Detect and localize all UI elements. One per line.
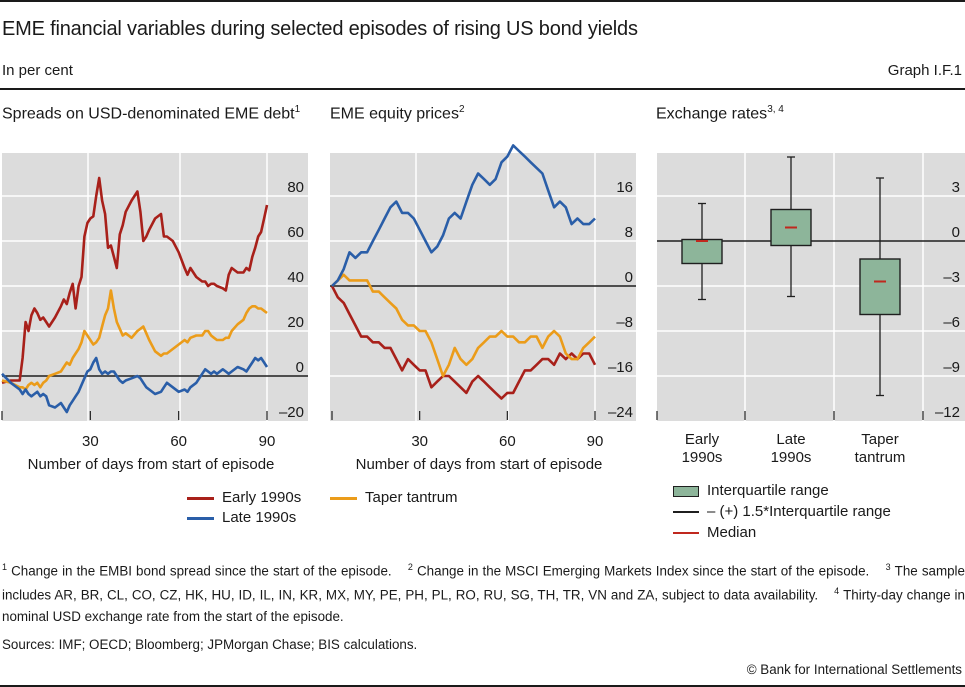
footnote-ref: 1 (2, 562, 8, 572)
category-label: Early (685, 431, 720, 448)
panel-title-text: EME equity prices (330, 105, 459, 123)
x-tick-label: 30 (411, 433, 428, 450)
box-late-1990s (770, 156, 812, 298)
panel-title-text: Spreads on USD-denominated EME debt (2, 105, 295, 123)
legend-label: Taper tantrum (365, 489, 458, 506)
footnote-ref: 3, 4 (767, 104, 784, 115)
category-label: 1990s (682, 449, 723, 466)
footnote-ref: 2 (407, 562, 413, 572)
legend-swatch-box (673, 485, 699, 497)
plot-background (657, 153, 965, 421)
x-tick-label: 30 (82, 433, 99, 450)
interquartile-box (859, 258, 901, 316)
y-tick-label: –3 (943, 269, 960, 286)
y-tick-label: 80 (287, 179, 304, 196)
sources: Sources: IMF; OECD; Bloomberg; JPMorgan … (2, 637, 418, 652)
x-tick-label: 90 (259, 433, 276, 450)
legend-label: Median (707, 524, 757, 541)
x-axis-label: Number of days from start of episode (356, 456, 603, 473)
category-label: tantrum (855, 449, 906, 466)
footnote-ref: 4 (834, 586, 840, 597)
y-tick-label: –8 (616, 314, 633, 331)
footnotes: 1 Change in the EMBI bond spread since t… (2, 557, 965, 627)
y-tick-label: –24 (608, 404, 633, 421)
copyright: © Bank for International Settlements (746, 662, 962, 677)
box-early-1990s (681, 202, 723, 301)
legend-item-early-1990s: Early 1990s (187, 488, 301, 508)
legend-item-taper-tantrum: Taper tantrum (330, 488, 458, 508)
legend-swatch-line (673, 511, 699, 513)
y-tick-label: 8 (625, 224, 633, 241)
footnote-text: Thirty-day change in nominal USD exchang… (2, 587, 965, 624)
footnote-ref: 2 (458, 104, 465, 115)
panel-title-spreads: Spreads on USD-denominated EME debt1 (2, 100, 302, 124)
legend-item-whisker: – (+) 1.5*Interquartile range (673, 502, 891, 522)
y-tick-label: 40 (287, 269, 304, 286)
footnote-ref: 3 (885, 562, 891, 572)
box-taper-tantrum (859, 177, 901, 397)
top-rule (0, 0, 965, 2)
series-line-early-1990s (330, 285, 597, 400)
chart-title: EME financial variables during selected … (2, 18, 638, 40)
legend-label: Late 1990s (222, 509, 297, 526)
category-label: Late (776, 431, 805, 448)
x-tick-label: 60 (170, 433, 187, 450)
x-axis-label: Number of days from start of episode (28, 456, 275, 473)
legend-label: – (+) 1.5*Interquartile range (707, 503, 891, 520)
y-tick-label: 3 (952, 179, 960, 196)
legend-swatch (187, 496, 214, 500)
plot-background (2, 153, 308, 421)
footnote-text: The sample includes AR, BR, CL, CO, CZ, … (2, 563, 965, 603)
panel-title-exchange: Exchange rates3, 4 (656, 100, 956, 124)
panel-title-equity: EME equity prices2 (330, 100, 630, 124)
series-line-late-1990s (331, 144, 596, 287)
legend-item-median: Median (673, 523, 756, 543)
category-label: 1990s (771, 449, 812, 466)
series-line-taper-tantrum (331, 273, 596, 378)
y-tick-label: 0 (625, 269, 633, 286)
y-tick-label: 16 (616, 179, 633, 196)
interquartile-box (681, 238, 723, 265)
units-label: In per cent (2, 62, 73, 79)
y-tick-label: 60 (287, 224, 304, 241)
legend-swatch-median (673, 532, 699, 535)
footnote-ref: 1 (294, 104, 301, 115)
y-tick-label: –6 (943, 314, 960, 331)
y-tick-label: –12 (935, 404, 960, 421)
legend-item-iqr: Interquartile range (673, 481, 829, 501)
x-tick-label: 90 (587, 433, 604, 450)
legend-swatch (187, 516, 214, 520)
legend-item-late-1990s: Late 1990s (187, 508, 296, 528)
y-tick-label: 0 (296, 359, 304, 376)
series-line-early-1990s (1, 176, 269, 385)
bottom-rule (0, 685, 965, 687)
legend-label: Early 1990s (222, 489, 302, 506)
y-tick-label: –20 (279, 404, 304, 421)
series-line-late-1990s (1, 356, 269, 414)
header-rule (0, 88, 965, 90)
series-line-taper-tantrum (1, 289, 268, 391)
y-tick-label: –9 (943, 359, 960, 376)
legend-label: Interquartile range (707, 482, 829, 499)
category-label: Taper (861, 431, 899, 448)
footnote-text: Change in the EMBI bond spread since the… (11, 563, 392, 579)
panel-title-text: Exchange rates (656, 105, 768, 123)
y-tick-label: –16 (608, 359, 633, 376)
legend-swatch (330, 496, 357, 500)
graph-number: Graph I.F.1 (887, 62, 962, 79)
y-tick-label: 20 (287, 314, 304, 331)
footnote-text: Change in the MSCI Emerging Markets Inde… (417, 563, 870, 579)
y-tick-label: 0 (952, 224, 960, 241)
x-tick-label: 60 (499, 433, 516, 450)
